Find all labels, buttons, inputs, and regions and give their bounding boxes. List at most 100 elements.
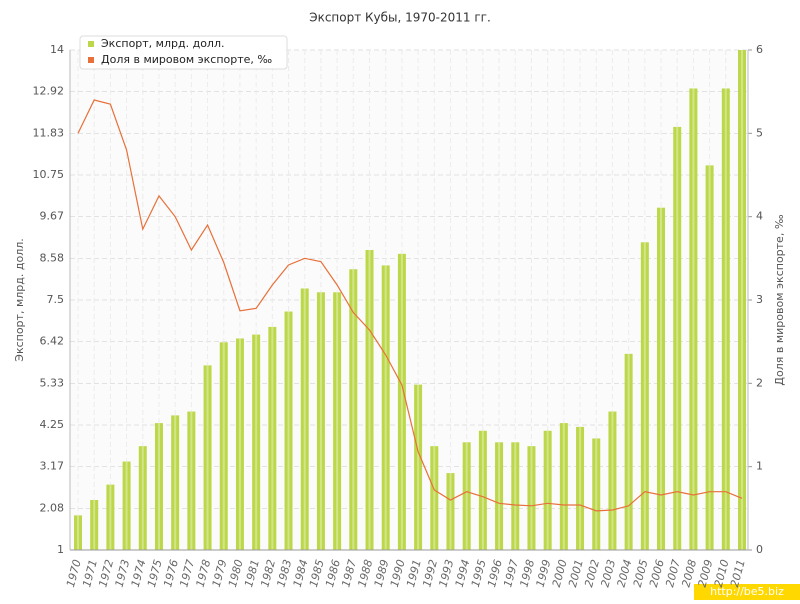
bar-highlight bbox=[384, 265, 387, 550]
bar-highlight bbox=[206, 365, 209, 550]
y2-tick-label: 0 bbox=[756, 543, 763, 556]
y2-tick-label: 6 bbox=[756, 43, 763, 56]
bar-highlight bbox=[514, 442, 517, 550]
bar bbox=[300, 288, 309, 550]
bar bbox=[154, 423, 163, 550]
legend-marker bbox=[88, 57, 94, 63]
bar-highlight bbox=[319, 292, 322, 550]
bar bbox=[576, 426, 585, 550]
bar bbox=[673, 126, 682, 550]
bar bbox=[90, 500, 99, 550]
bar-highlight bbox=[643, 242, 646, 551]
bar-highlight bbox=[157, 423, 160, 550]
chart-title: Экспорт Кубы, 1970-2011 гг. bbox=[309, 11, 491, 25]
bar-highlight bbox=[562, 423, 565, 550]
watermark-bg bbox=[694, 584, 800, 600]
bar-highlight bbox=[255, 334, 258, 550]
bar-highlight bbox=[724, 88, 727, 550]
bar bbox=[478, 430, 487, 550]
bar-highlight bbox=[741, 50, 743, 550]
bar bbox=[511, 442, 520, 550]
bar bbox=[495, 442, 504, 550]
bar bbox=[138, 446, 147, 550]
bar-highlight bbox=[433, 446, 436, 550]
bar-highlight bbox=[417, 384, 420, 550]
y2-tick-label: 4 bbox=[756, 210, 763, 223]
bar-highlight bbox=[287, 311, 290, 550]
bar-highlight bbox=[692, 88, 695, 550]
bar-highlight bbox=[222, 342, 225, 550]
bar-highlight bbox=[336, 292, 339, 550]
bar-highlight bbox=[530, 446, 533, 550]
bar-highlight bbox=[190, 411, 193, 550]
bar bbox=[284, 311, 293, 550]
legend-marker bbox=[88, 41, 94, 47]
bar-highlight bbox=[498, 442, 501, 550]
watermark: http://be5.biz bbox=[710, 585, 784, 598]
bar-highlight bbox=[546, 430, 549, 550]
bar-highlight bbox=[400, 253, 403, 550]
y-tick-label: 8.58 bbox=[40, 251, 65, 264]
y-tick-label: 10.75 bbox=[33, 168, 65, 181]
bar bbox=[640, 242, 649, 551]
bar-highlight bbox=[368, 250, 371, 550]
bar-highlight bbox=[174, 415, 177, 550]
bar-highlight bbox=[93, 500, 96, 550]
bar bbox=[235, 338, 244, 550]
legend-box bbox=[79, 35, 288, 70]
bar bbox=[252, 334, 261, 550]
y-tick-label: 14 bbox=[50, 43, 64, 56]
bar-highlight bbox=[579, 426, 582, 550]
bar-highlight bbox=[303, 288, 306, 550]
bar-highlight bbox=[141, 446, 144, 550]
bar bbox=[219, 342, 228, 550]
bar-highlight bbox=[449, 473, 452, 550]
bar bbox=[122, 461, 131, 550]
legend: Экспорт, млрд. долл. Доля в мировом экспо… bbox=[88, 37, 272, 66]
bar bbox=[462, 442, 471, 550]
bar bbox=[187, 411, 196, 550]
y-tick-label: 6.42 bbox=[40, 335, 65, 348]
bar bbox=[106, 484, 115, 550]
bar bbox=[171, 415, 180, 550]
bar bbox=[203, 365, 212, 550]
y-tick-label: 11.83 bbox=[33, 126, 65, 139]
line bbox=[77, 99, 743, 512]
bar-highlight bbox=[611, 411, 614, 550]
y-axis-title: Экспорт, млрд. долл. bbox=[13, 238, 26, 361]
bar-highlight bbox=[271, 326, 274, 550]
y-tick-label: 1 bbox=[57, 543, 64, 556]
bar bbox=[365, 250, 374, 550]
bar bbox=[559, 423, 568, 550]
bar bbox=[608, 411, 617, 550]
bar bbox=[74, 515, 82, 550]
bar bbox=[721, 88, 730, 550]
bar bbox=[705, 165, 714, 550]
bar bbox=[349, 269, 358, 550]
y-tick-label: 4.25 bbox=[40, 418, 65, 431]
bar bbox=[527, 446, 536, 550]
legend-label: Экспорт, млрд. долл. bbox=[101, 37, 224, 50]
bar bbox=[333, 292, 342, 550]
bar-highlight bbox=[238, 338, 241, 550]
bar bbox=[414, 384, 423, 550]
bar-highlight bbox=[465, 442, 468, 550]
bar bbox=[446, 473, 455, 550]
bar-highlight bbox=[125, 461, 128, 550]
y-tick-label: 12.92 bbox=[33, 85, 65, 98]
y2-tick-label: 2 bbox=[756, 376, 763, 389]
bar bbox=[316, 292, 325, 550]
y2-tick-label: 5 bbox=[756, 126, 763, 139]
legend-label: Доля в мировом экспорте, ‰ bbox=[101, 53, 272, 66]
bar-highlight bbox=[352, 269, 355, 550]
bar-highlight bbox=[676, 126, 679, 550]
bar bbox=[543, 430, 552, 550]
y-tick-label: 3.17 bbox=[40, 460, 65, 473]
bar bbox=[430, 446, 439, 550]
y-tick-label: 9.67 bbox=[40, 210, 65, 223]
bar-highlight bbox=[109, 484, 112, 550]
bar bbox=[381, 265, 390, 550]
y-tick-label: 5.33 bbox=[40, 376, 65, 389]
bar bbox=[397, 253, 406, 550]
